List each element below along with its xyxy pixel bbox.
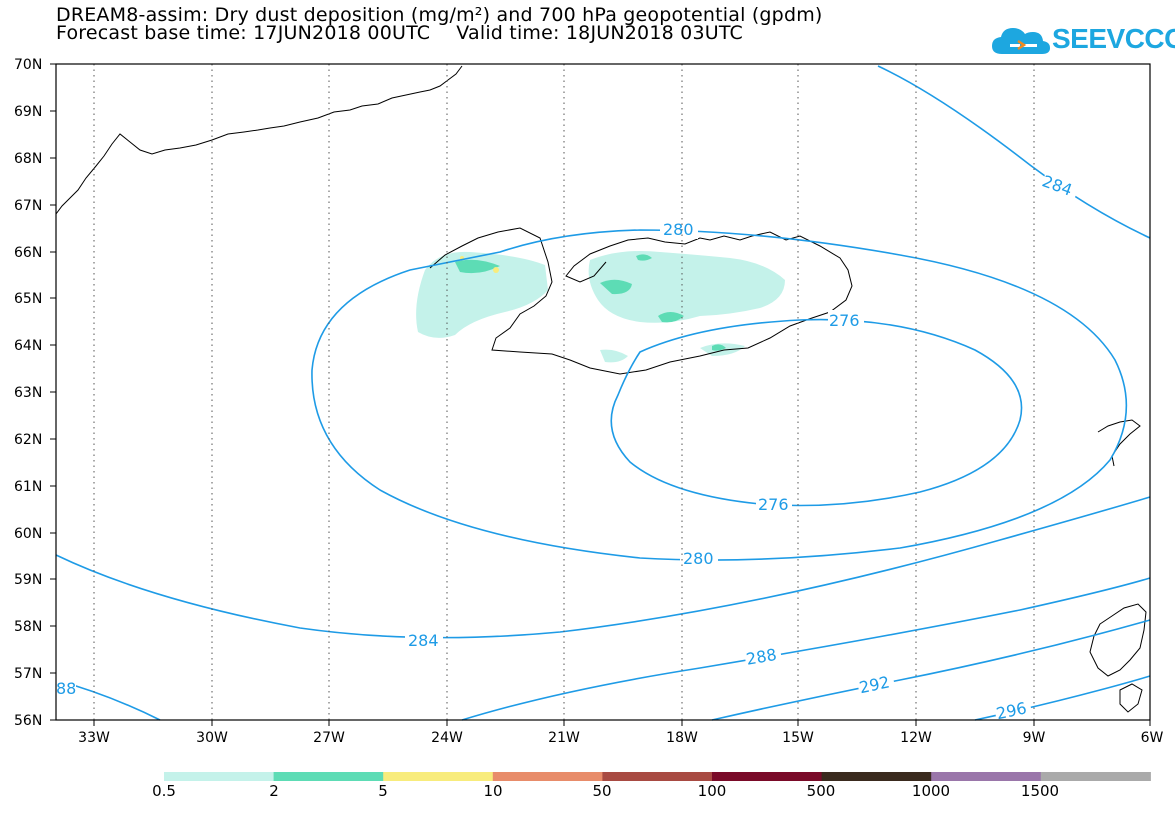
lat-label: 60N — [14, 526, 42, 542]
lat-label: 69N — [14, 104, 42, 120]
contour-label: 88 — [56, 679, 76, 698]
ticks — [50, 63, 1151, 726]
contour-label: 276 — [829, 311, 860, 330]
contour-288 — [461, 577, 1151, 721]
colorbar-label: 10 — [483, 782, 503, 800]
colorbar-swatch — [712, 772, 823, 781]
dust-patch-west — [416, 251, 548, 338]
iceland-coast — [429, 227, 853, 375]
contour-284-north — [877, 65, 1151, 239]
contour-label: 276 — [758, 495, 789, 514]
contour-label: 280 — [683, 549, 714, 568]
dust-patch-2-d — [455, 259, 500, 274]
colorbar — [164, 772, 1151, 781]
dust-deposition-areas — [416, 251, 785, 363]
colorbar-swatch — [492, 772, 603, 781]
contour-276 — [610, 318, 1023, 507]
dust-patch-2-b — [658, 312, 684, 323]
lat-label: 56N — [14, 713, 42, 729]
cloud-logo-icon — [992, 28, 1050, 54]
lon-label: 15W — [782, 730, 814, 746]
colorbar-label: 100 — [697, 782, 727, 800]
valid-time: Valid time: 18JUN2018 03UTC — [456, 22, 744, 44]
contour-label: 284 — [408, 631, 439, 650]
lat-label: 66N — [14, 245, 42, 261]
scotland-coast — [1089, 603, 1147, 677]
lat-label: 70N — [14, 57, 42, 73]
greenland-coast — [55, 65, 463, 215]
contour-label: 292 — [858, 672, 892, 697]
colorbar-swatch — [273, 772, 384, 781]
latitude-labels: 70N 69N 68N 67N 66N 65N 64N 63N 62N 61N … — [14, 57, 42, 729]
dust-patch-5 — [493, 267, 499, 273]
colorbar-swatch — [164, 772, 275, 781]
dust-patch-2-e — [712, 344, 726, 351]
colorbar-label: 0.5 — [152, 782, 176, 800]
longitude-labels: 33W 30W 27W 24W 21W 18W 15W 12W 9W 6W — [78, 730, 1163, 746]
geopotential-contours — [55, 65, 1151, 721]
lon-label: 12W — [900, 730, 932, 746]
lon-label: 6W — [1141, 730, 1164, 746]
contour-292 — [711, 619, 1151, 721]
colorbar-label: 500 — [806, 782, 836, 800]
lat-label: 65N — [14, 291, 42, 307]
coastlines — [55, 65, 1147, 713]
gridlines — [93, 64, 1035, 720]
colorbar-swatch — [602, 772, 713, 781]
dust-patch-south — [600, 349, 628, 363]
contour-label: 280 — [663, 220, 694, 239]
lat-label: 62N — [14, 432, 42, 448]
contour-280-inner — [311, 229, 1128, 561]
lon-label: 18W — [666, 730, 698, 746]
time-info: Forecast base time: 17JUN2018 00UTC Valid… — [56, 24, 743, 43]
contour-284-south — [55, 496, 1151, 639]
dust-patch-2-a — [600, 279, 632, 295]
lon-label: 30W — [196, 730, 228, 746]
lat-label: 61N — [14, 479, 42, 495]
map-frame — [55, 63, 1151, 721]
colorbar-swatch — [383, 772, 494, 781]
colorbar-label: 1000 — [911, 782, 951, 800]
contour-label: 284 — [1040, 171, 1075, 199]
lat-label: 59N — [14, 572, 42, 588]
lon-label: 9W — [1023, 730, 1046, 746]
scotland-islands — [1119, 683, 1143, 713]
lon-label: 24W — [431, 730, 463, 746]
colorbar-swatch — [1040, 772, 1151, 781]
base-time: Forecast base time: 17JUN2018 00UTC — [56, 22, 431, 44]
lat-label: 58N — [14, 619, 42, 635]
colorbar-label: 1500 — [1020, 782, 1060, 800]
lon-label: 21W — [548, 730, 580, 746]
contour-label: 288 — [745, 645, 778, 669]
colorbar-label: 50 — [592, 782, 612, 800]
lat-label: 57N — [14, 666, 42, 682]
lon-label: 33W — [78, 730, 110, 746]
colorbar-swatch — [931, 772, 1042, 781]
lat-label: 63N — [14, 385, 42, 401]
lat-label: 68N — [14, 151, 42, 167]
logo-text: SEEVCCC — [1052, 23, 1175, 54]
lat-label: 64N — [14, 338, 42, 354]
lon-label: 27W — [313, 730, 345, 746]
dust-patch-central — [588, 251, 785, 323]
colorbar-label: 5 — [378, 782, 388, 800]
colorbar-label: 2 — [269, 782, 279, 800]
lat-label: 67N — [14, 198, 42, 214]
map-title: DREAM8-assim: Dry dust deposition (mg/m²… — [56, 4, 823, 26]
colorbar-swatch — [821, 772, 932, 781]
dust-patch-2-c — [636, 254, 652, 261]
